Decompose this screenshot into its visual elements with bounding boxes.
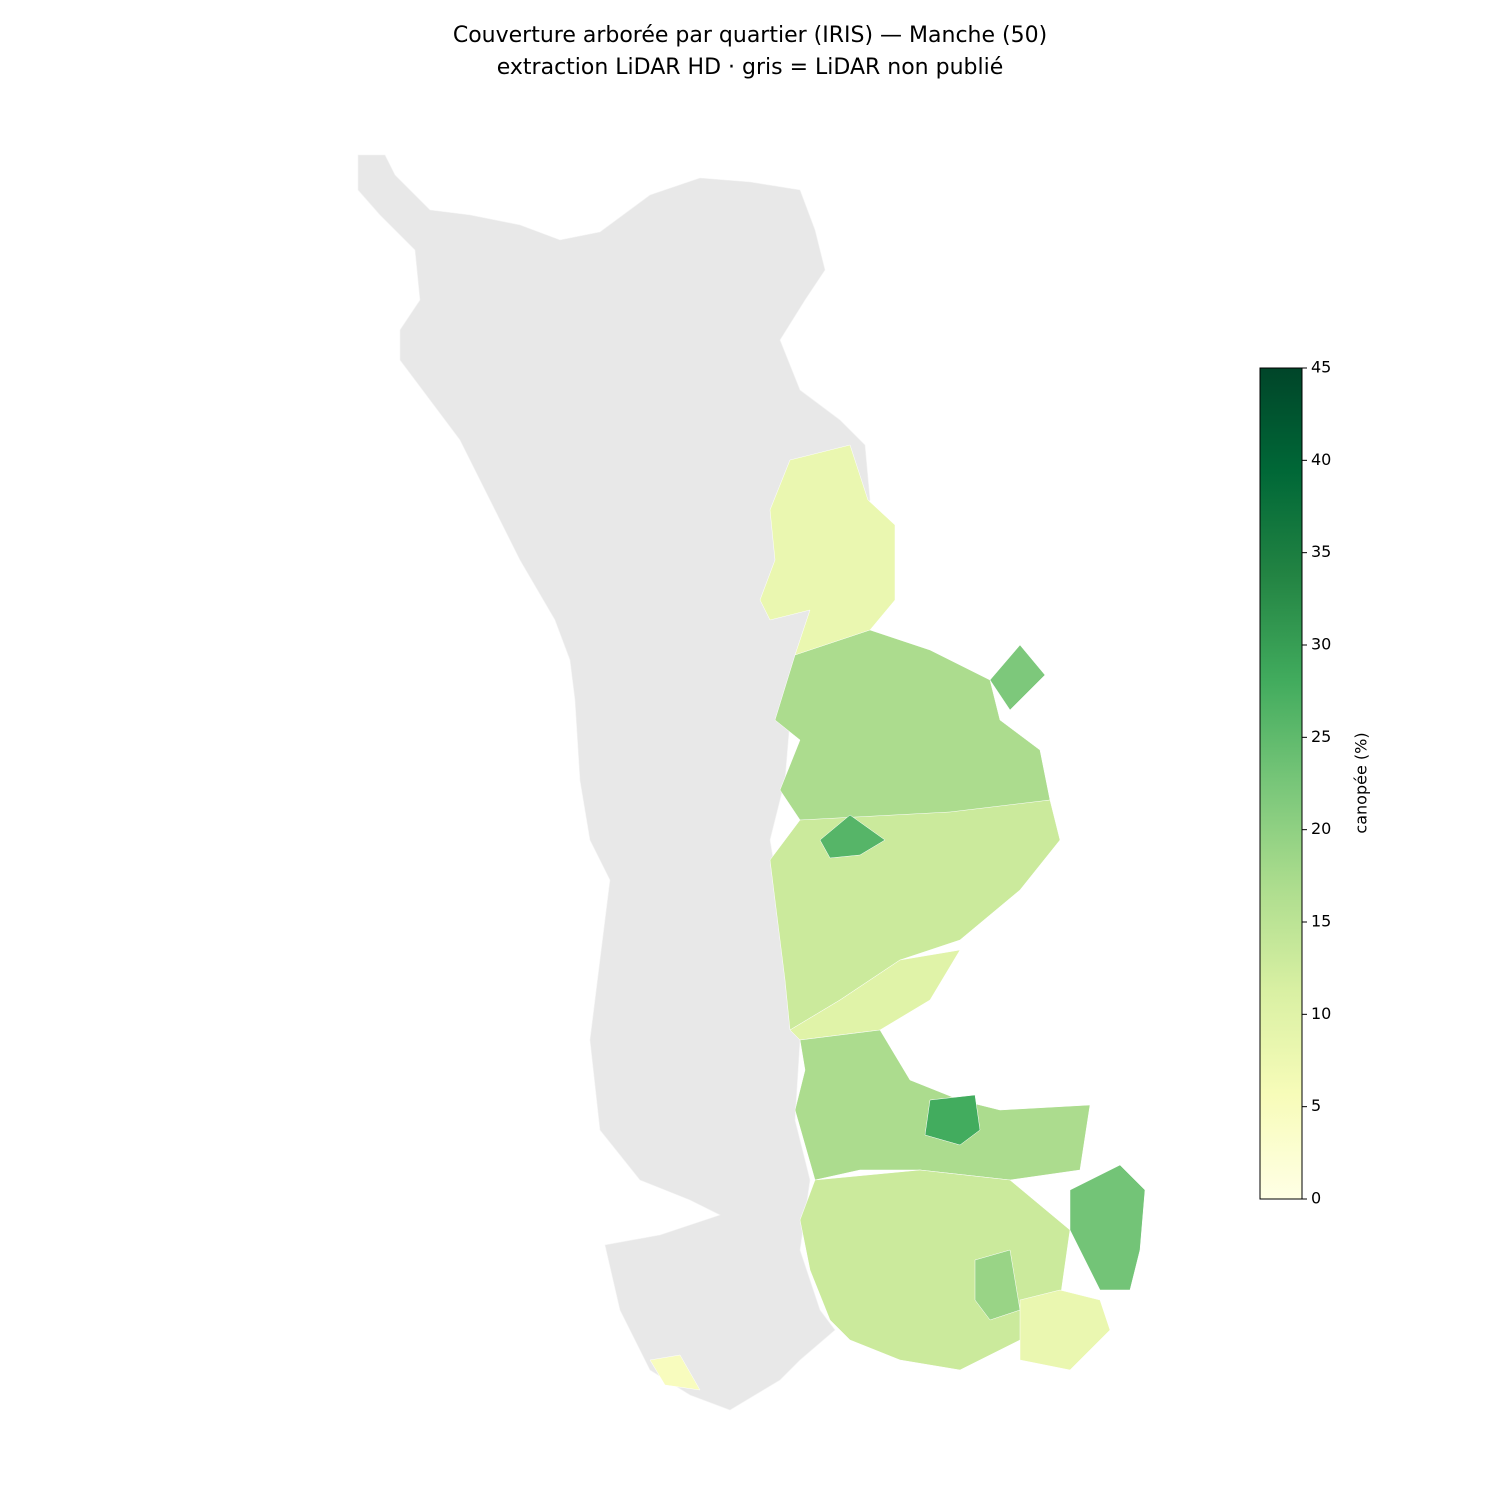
iris-zone [649,1354,701,1391]
iris-zone [789,949,961,1041]
iris-zone [1019,1289,1111,1371]
colorbar-tick-label: 20 [1311,819,1331,838]
colorbar-tick-label: 40 [1311,450,1331,469]
colorbar-tick-label: 45 [1311,358,1331,377]
colorbar-tick-label: 35 [1311,542,1331,561]
colorbar-tick-label: 0 [1311,1189,1321,1208]
colorbar [1259,367,1303,1200]
chart-subtitle: extraction LiDAR HD · gris = LiDAR non p… [497,55,1004,80]
iris-zone [924,1094,981,1146]
iris-zone [819,814,886,859]
colorbar-tick-label: 15 [1311,912,1331,931]
colorbar-label: canopée (%) [1352,732,1371,833]
colorbar-tick-label: 30 [1311,635,1331,654]
colorbar-tick-label: 10 [1311,1004,1331,1023]
iris-zone [989,644,1046,711]
iris-zone [974,1249,1021,1321]
iris-zone [799,1169,1071,1371]
colorbar-tick-label: 25 [1311,727,1331,746]
chart-title: Couverture arborée par quartier (IRIS) —… [453,23,1047,48]
iris-zone [1069,1164,1146,1291]
no-data-area [357,154,871,1411]
colorbar-tick-label: 5 [1311,1096,1321,1115]
